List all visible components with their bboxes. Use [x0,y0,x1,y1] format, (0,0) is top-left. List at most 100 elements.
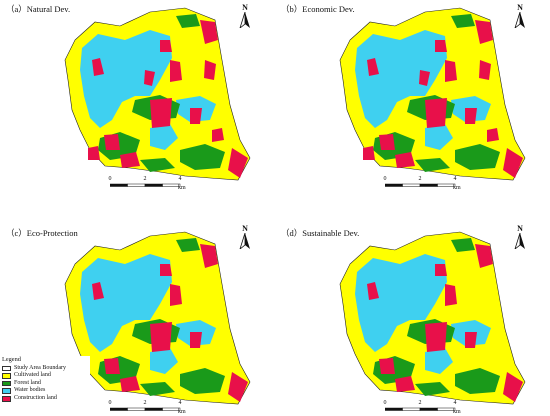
construction-land [200,20,218,44]
map-legend: Legend Study Area Boundary Cultivated lan… [2,356,90,403]
legend-swatch [2,396,11,402]
construction-land [379,134,395,150]
cultivated-land [100,254,234,382]
scale-bar: 0 2 4 km [383,176,475,192]
scale-tick-label: 4 [178,176,182,182]
construction-land [419,70,430,86]
construction-land [190,108,202,124]
construction-land [200,244,218,268]
legend-label: Water bodies [14,387,46,394]
map-panel-natural: （a）Natural Dev. N 0 2 4 km [0,0,275,208]
legend-label: Cultivated land [14,372,51,379]
construction-land [465,108,477,124]
north-arrow-icon: N [237,224,253,254]
legend-label: Forest land [14,379,41,386]
water-bodies [80,30,216,150]
legend-item: Forest land [2,380,90,388]
construction-land [445,60,457,82]
scale-tick-label: 2 [143,176,147,182]
legend-item: Construction land [2,395,90,403]
land-use-map [339,231,526,405]
construction-land [160,40,172,52]
scale-tick-label: 2 [143,400,147,406]
cultivated-land [375,254,509,382]
construction-land [363,146,375,160]
legend-item: Study Area Boundary [2,365,90,373]
forest-land [98,238,225,396]
construction-land [479,60,491,80]
scale-unit-label: km [178,409,186,415]
scale-unit-label: km [453,409,461,415]
construction-land [435,40,447,52]
scale-tick-label: 0 [383,176,387,182]
construction-land [367,58,379,76]
construction-land [92,58,104,76]
construction-land [170,284,182,306]
construction-land [475,244,493,268]
scale-tick-label: 0 [108,176,112,182]
legend-label: Construction land [14,394,57,401]
legend-title: Legend [2,356,21,363]
map-panel-eco-protection: （c）Eco-Protection N 0 2 4 km [0,208,275,416]
construction-land [190,332,202,348]
legend-swatch [2,373,11,379]
land-use-map [64,231,251,405]
construction-land [160,264,172,276]
map-layers [64,7,251,181]
scale-tick-label: 2 [418,176,422,182]
construction-land [150,98,172,128]
construction-land [170,60,182,82]
construction-land [204,60,216,80]
legend-label: Study Area Boundary [14,364,66,371]
panel-title: （b）Economic Dev. [281,4,355,14]
forest-land [98,14,225,172]
construction-land [435,264,447,276]
water-bodies [80,254,216,374]
scale-tick-label: 0 [108,400,112,406]
construction-land [104,358,120,374]
legend-item: Cultivated land [2,372,90,380]
north-arrow-icon: N [512,3,528,33]
construction-land [228,372,248,402]
north-arrow-icon: N [237,3,253,33]
construction-land [120,376,140,392]
construction-land [425,322,447,352]
scale-tick-label: 4 [453,176,457,182]
map-panel-sustainable: （d）Sustainable Dev. N 0 2 4 km [275,208,550,416]
panel-title: （a）Natural Dev. [6,4,71,14]
scale-bar: 0 2 4 km [108,176,200,192]
construction-land [395,152,415,168]
forest-land [373,238,500,396]
legend-swatch [2,365,11,372]
construction-land [144,70,155,86]
map-layers [339,7,526,181]
construction-land [104,134,120,150]
scale-tick-label: 4 [178,400,182,406]
forest-land [373,14,500,172]
water-bodies [355,30,491,150]
legend-swatch [2,388,11,394]
land-use-map [64,7,251,181]
scale-bar: 0 2 4 km [384,400,475,416]
scale-unit-label: km [453,185,461,191]
construction-land [503,372,523,402]
water-bodies [355,254,491,374]
construction-land [487,128,499,142]
construction-land [150,322,172,352]
construction-land [445,284,457,306]
map-layers [339,231,526,405]
construction-land [425,98,447,128]
construction-land [465,332,477,348]
legend-swatch [2,380,11,387]
north-arrow-icon: N [512,224,528,254]
construction-land [503,148,523,178]
cultivated-land [100,30,234,158]
scale-tick-label: 2 [418,400,422,406]
construction-land [379,358,395,374]
construction-land [395,376,415,392]
scale-bar: 0 2 4 km [108,400,200,416]
cultivated-land [375,30,509,158]
construction-land [475,20,493,44]
legend-item: Water bodies [2,387,90,395]
map-panel-economic: （b）Economic Dev. N 0 2 4 km [275,0,550,208]
